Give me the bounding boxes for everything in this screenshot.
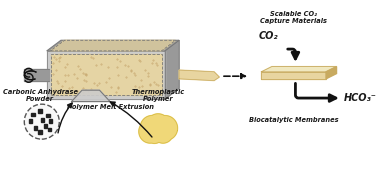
- Text: Scalable CO₂
Capture Materials: Scalable CO₂ Capture Materials: [260, 11, 327, 24]
- Polygon shape: [326, 67, 336, 79]
- Text: HCO₃⁻: HCO₃⁻: [344, 93, 376, 103]
- Polygon shape: [51, 54, 162, 95]
- Polygon shape: [71, 90, 110, 102]
- Polygon shape: [139, 114, 178, 143]
- Bar: [38, 130, 42, 134]
- Bar: [34, 126, 37, 130]
- Polygon shape: [261, 72, 326, 79]
- Polygon shape: [179, 70, 219, 81]
- Polygon shape: [47, 51, 165, 99]
- Bar: [46, 114, 50, 117]
- Text: Polymer Melt Extrusion: Polymer Melt Extrusion: [67, 104, 153, 110]
- Polygon shape: [165, 40, 179, 99]
- Bar: [29, 119, 32, 123]
- Polygon shape: [47, 40, 179, 51]
- Bar: [31, 113, 35, 116]
- Polygon shape: [261, 67, 336, 72]
- Bar: [41, 118, 44, 122]
- Text: Thermoplastic
Polymer: Thermoplastic Polymer: [132, 88, 185, 102]
- Bar: [48, 128, 51, 131]
- Polygon shape: [51, 40, 176, 51]
- Bar: [24, 69, 49, 81]
- Circle shape: [24, 104, 59, 139]
- Bar: [43, 124, 47, 128]
- Text: Carbonic Anhydrase
Powder: Carbonic Anhydrase Powder: [3, 89, 77, 102]
- Bar: [49, 119, 52, 123]
- Bar: [38, 109, 42, 113]
- Text: CO₂: CO₂: [259, 31, 278, 41]
- Text: Biocatalytic Membranes: Biocatalytic Membranes: [249, 116, 338, 123]
